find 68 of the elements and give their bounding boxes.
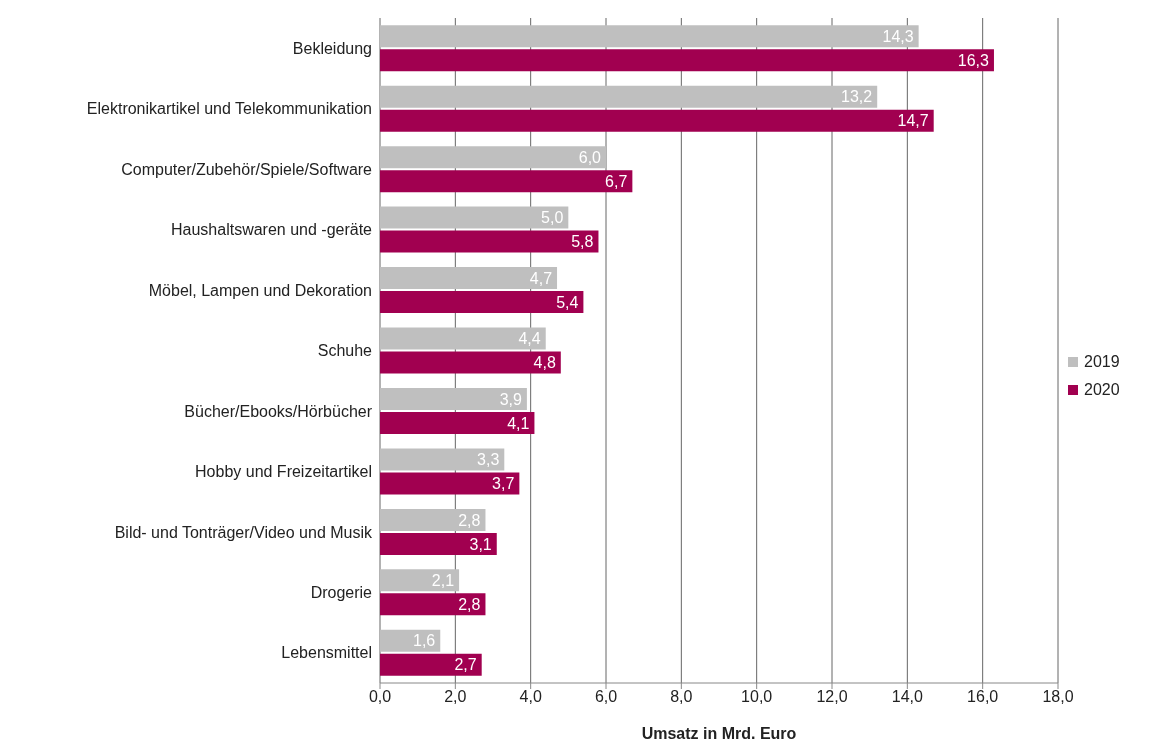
x-tick-label: 16,0 (967, 688, 999, 706)
bar (380, 267, 558, 290)
bar (380, 448, 505, 471)
y-tick-label: Lebensmittel (281, 644, 372, 662)
y-tick-label: Bild- und Tonträger/Video und Musik (114, 523, 373, 541)
x-tick-label: 18,0 (1042, 688, 1074, 706)
bar (380, 170, 633, 193)
bar (380, 146, 606, 169)
x-axis-title: Umsatz in Mrd. Euro (641, 725, 797, 742)
legend-label: 2019 (1084, 352, 1120, 371)
bar (380, 387, 527, 410)
y-tick-label: Möbel, Lampen und Dekoration (148, 281, 372, 299)
data-label: 4,8 (533, 354, 556, 372)
bar (380, 206, 569, 229)
bar (380, 629, 441, 652)
x-tick-label: 10,0 (741, 688, 773, 706)
data-label: 6,0 (578, 148, 602, 166)
bar (380, 653, 482, 676)
data-label: 6,7 (605, 172, 628, 190)
x-tick-label: 4,0 (519, 688, 542, 706)
y-tick-label: Bücher/Ebooks/Hörbücher (184, 402, 373, 420)
y-tick-label: Elektronikartikel und Telekommunikation (86, 100, 372, 118)
bar (380, 49, 994, 72)
x-tick-label: 2,0 (444, 688, 467, 706)
y-tick-label: Bekleidung (292, 39, 372, 57)
data-label: 3,1 (469, 535, 492, 553)
data-label: 13,2 (841, 88, 873, 106)
bar (380, 109, 934, 132)
y-tick-label: Schuhe (317, 342, 373, 360)
data-label: 2,8 (458, 511, 481, 529)
data-label: 3,7 (492, 475, 515, 493)
data-label: 4,7 (529, 269, 553, 287)
data-label: 2,8 (458, 596, 481, 614)
data-label: 4,1 (507, 414, 530, 432)
bar (380, 508, 486, 531)
data-label: 5,8 (571, 233, 594, 251)
data-label: 14,3 (882, 27, 914, 45)
bar (380, 25, 919, 48)
x-tick-label: 14,0 (891, 688, 924, 706)
x-tick-label: 6,0 (594, 688, 618, 706)
x-tick-label: 0,0 (368, 688, 392, 706)
data-label: 3,9 (499, 390, 522, 408)
bar (380, 472, 520, 495)
bar (380, 291, 584, 314)
bar (380, 532, 497, 555)
y-tick-label: Hobby und Freizeitartikel (195, 463, 372, 481)
y-tick-label: Haushaltswaren und -geräte (170, 221, 373, 239)
bar (380, 351, 561, 374)
bar (380, 230, 599, 253)
bar (380, 411, 535, 434)
bar (380, 593, 486, 616)
data-label: 1,6 (413, 632, 436, 650)
data-label: 5,0 (541, 209, 564, 227)
bar (380, 85, 878, 108)
legend-label: 2020 (1084, 380, 1120, 399)
bar (380, 569, 460, 592)
x-tick-label: 12,0 (816, 688, 848, 706)
data-label: 14,7 (897, 112, 929, 130)
data-label: 3,3 (477, 451, 500, 469)
y-tick-label: Drogerie (310, 584, 373, 601)
data-label: 5,4 (556, 293, 579, 311)
data-label: 16,3 (957, 51, 990, 69)
x-tick-label: 8,0 (670, 688, 693, 706)
data-label: 4,4 (518, 330, 541, 348)
y-tick-label: Computer/Zubehör/Spiele/Software (121, 160, 373, 178)
bar (380, 327, 546, 350)
data-label: 2,7 (454, 656, 477, 674)
data-label: 2,1 (431, 572, 455, 590)
